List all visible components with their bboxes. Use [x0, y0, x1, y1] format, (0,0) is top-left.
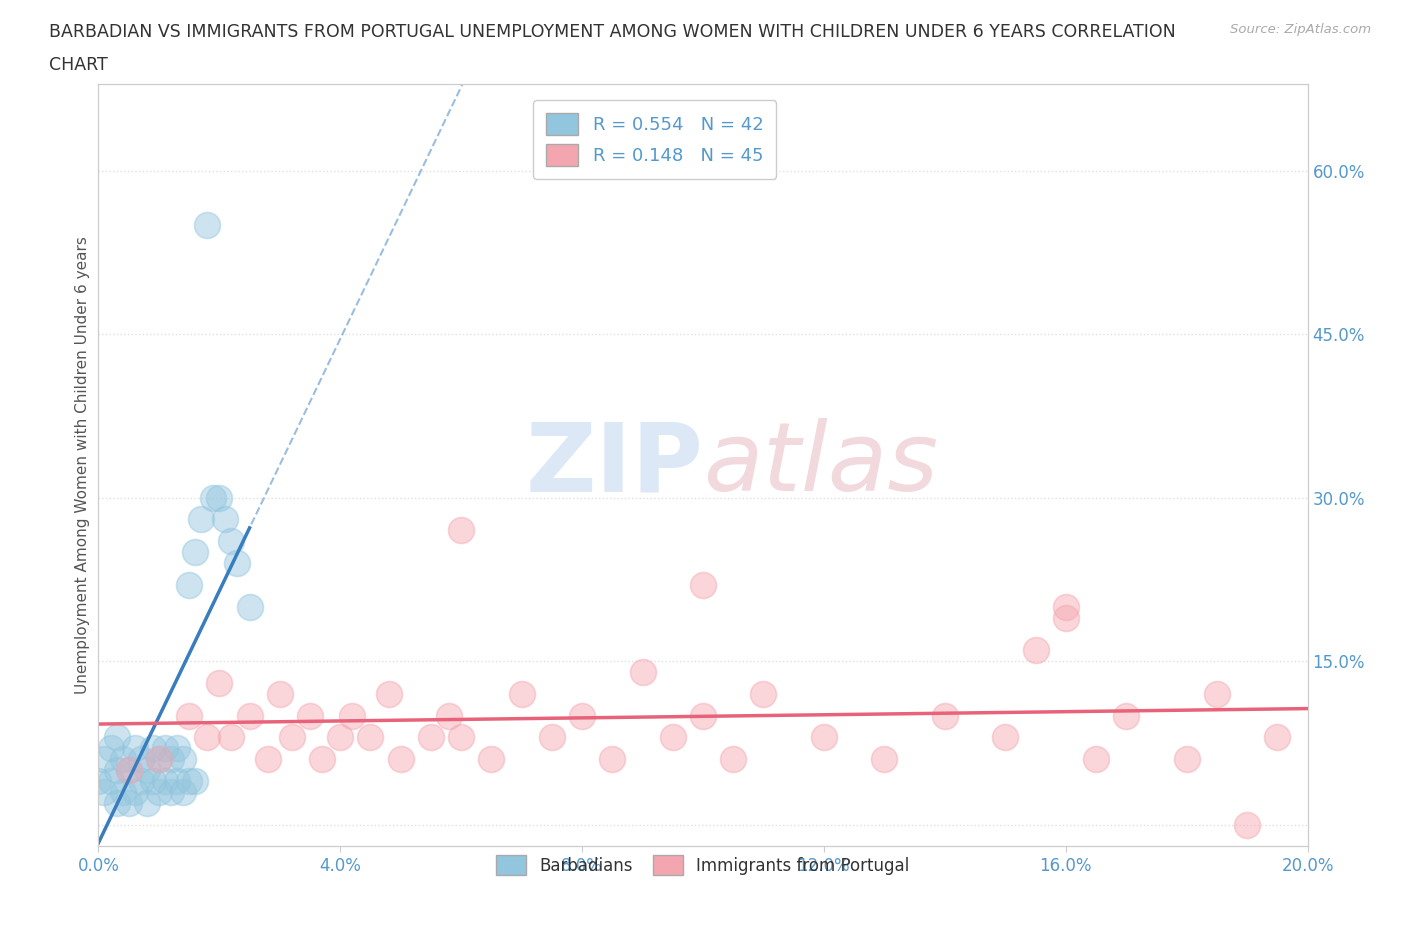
Point: [226, 555, 249, 570]
Point: [1175, 751, 1198, 766]
Point: [190, 512, 212, 527]
Point: [172, 751, 194, 766]
Point: [752, 686, 775, 701]
Point: [221, 534, 243, 549]
Point: [100, 741, 122, 756]
Y-axis label: Unemployment Among Women with Children Under 6 years: Unemployment Among Women with Children U…: [75, 236, 90, 694]
Point: [437, 708, 460, 723]
Point: [208, 675, 231, 690]
Point: [214, 512, 236, 527]
Point: [540, 730, 562, 745]
Text: BARBADIAN VS IMMIGRANTS FROM PORTUGAL UNEMPLOYMENT AMONG WOMEN WITH CHILDREN UND: BARBADIAN VS IMMIGRANTS FROM PORTUGAL UN…: [49, 23, 1175, 41]
Point: [450, 730, 472, 745]
Point: [129, 774, 152, 789]
Point: [269, 686, 291, 701]
Legend: Barbadians, Immigrants from Portugal: Barbadians, Immigrants from Portugal: [488, 846, 918, 884]
Point: [184, 774, 207, 789]
Point: [571, 708, 593, 723]
Point: [994, 730, 1017, 745]
Point: [1054, 610, 1077, 625]
Point: [124, 741, 146, 756]
Point: [100, 774, 122, 789]
Point: [692, 578, 714, 592]
Point: [195, 730, 218, 745]
Point: [179, 578, 201, 592]
Point: [111, 784, 134, 799]
Point: [450, 523, 472, 538]
Point: [135, 763, 157, 777]
Point: [1054, 599, 1077, 614]
Point: [124, 784, 146, 799]
Point: [329, 730, 352, 745]
Point: [510, 686, 533, 701]
Point: [148, 784, 170, 799]
Point: [87, 774, 110, 789]
Point: [166, 741, 188, 756]
Point: [160, 784, 183, 799]
Point: [221, 730, 243, 745]
Point: [142, 741, 165, 756]
Point: [256, 751, 278, 766]
Point: [1206, 686, 1229, 701]
Point: [129, 751, 152, 766]
Text: Source: ZipAtlas.com: Source: ZipAtlas.com: [1230, 23, 1371, 36]
Point: [1267, 730, 1289, 745]
Text: atlas: atlas: [703, 418, 938, 512]
Point: [166, 774, 188, 789]
Point: [239, 708, 262, 723]
Point: [179, 708, 201, 723]
Point: [184, 545, 207, 560]
Point: [172, 784, 194, 799]
Point: [208, 490, 231, 505]
Point: [202, 490, 225, 505]
Point: [377, 686, 399, 701]
Point: [692, 708, 714, 723]
Point: [360, 730, 382, 745]
Point: [631, 665, 654, 680]
Point: [311, 751, 333, 766]
Point: [195, 218, 218, 232]
Point: [135, 795, 157, 810]
Point: [148, 751, 170, 766]
Point: [420, 730, 443, 745]
Point: [153, 774, 176, 789]
Point: [118, 795, 141, 810]
Point: [873, 751, 896, 766]
Point: [142, 774, 165, 789]
Point: [105, 730, 128, 745]
Point: [661, 730, 683, 745]
Point: [281, 730, 304, 745]
Text: ZIP: ZIP: [524, 418, 703, 512]
Point: [813, 730, 835, 745]
Point: [934, 708, 956, 723]
Point: [723, 751, 745, 766]
Point: [1085, 751, 1108, 766]
Point: [239, 599, 262, 614]
Point: [118, 763, 141, 777]
Point: [111, 751, 134, 766]
Point: [1236, 817, 1258, 832]
Point: [389, 751, 412, 766]
Point: [118, 763, 141, 777]
Point: [481, 751, 503, 766]
Text: CHART: CHART: [49, 56, 108, 73]
Point: [602, 751, 624, 766]
Point: [93, 751, 115, 766]
Point: [160, 751, 183, 766]
Point: [299, 708, 322, 723]
Point: [1024, 643, 1046, 658]
Point: [153, 741, 176, 756]
Point: [179, 774, 201, 789]
Point: [105, 763, 128, 777]
Point: [105, 795, 128, 810]
Point: [342, 708, 364, 723]
Point: [93, 784, 115, 799]
Point: [148, 751, 170, 766]
Point: [1115, 708, 1137, 723]
